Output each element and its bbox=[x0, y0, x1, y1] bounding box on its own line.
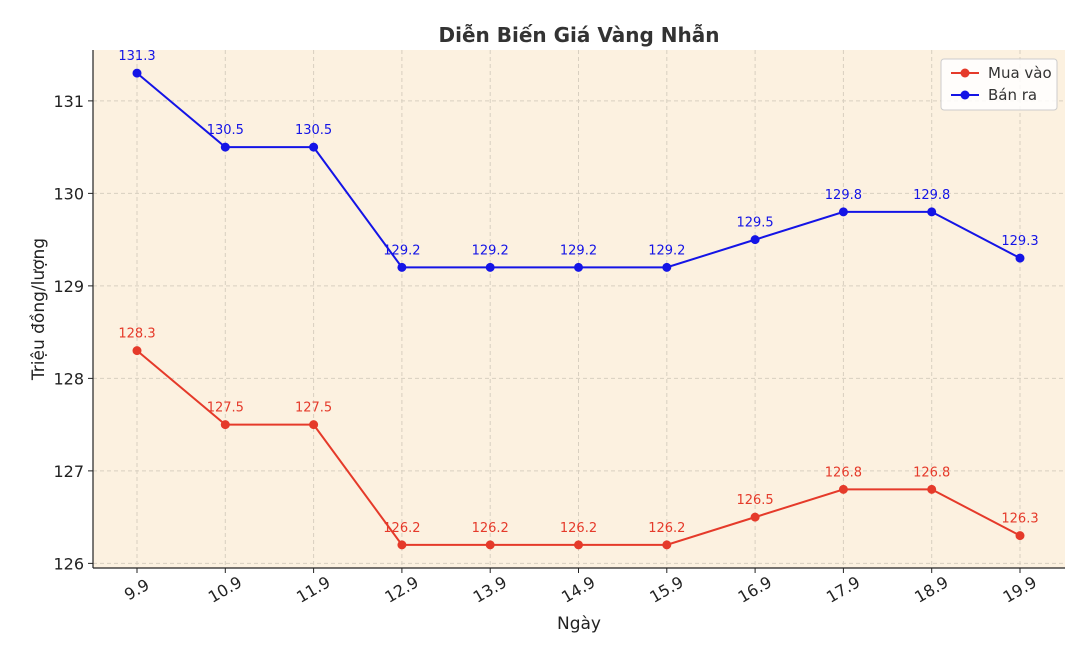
series-layer bbox=[132, 68, 1025, 550]
series-2-point bbox=[309, 142, 319, 152]
series-1-point bbox=[485, 540, 495, 550]
x-tick-label: 12.9 bbox=[381, 572, 421, 606]
series-2-point bbox=[927, 207, 937, 217]
axes: 9.9 10.9 11.9 12.9 13.9 14.9 15.9 16.9 17.9 18.9 1… bbox=[53, 50, 1065, 607]
series-2-point bbox=[574, 262, 583, 272]
series-2-data-label: 129.5 bbox=[736, 216, 773, 231]
series-2-point bbox=[1015, 253, 1025, 263]
series-1-point bbox=[838, 484, 848, 494]
series-2-point bbox=[397, 262, 407, 272]
x-tick-label: 17.9 bbox=[823, 572, 863, 606]
chart-title: Diễn Biến Giá Vàng Nhẫn bbox=[439, 23, 720, 47]
series-1-data-label: 126.2 bbox=[383, 521, 420, 536]
x-tick-label: 19.9 bbox=[1000, 572, 1040, 606]
series-1-point bbox=[309, 420, 319, 430]
series-2-point bbox=[485, 262, 495, 272]
series-1-point bbox=[750, 512, 760, 522]
x-tick-label: 15.9 bbox=[646, 572, 686, 606]
series-2-data-label: 129.3 bbox=[1001, 234, 1038, 249]
y-tick-label: 128 bbox=[53, 369, 84, 388]
series-2-point bbox=[662, 262, 672, 272]
x-tick-label: 13.9 bbox=[470, 572, 510, 606]
series-1-data-label: 126.8 bbox=[825, 465, 862, 480]
series-1-point bbox=[397, 540, 407, 550]
legend-1-marker bbox=[960, 68, 970, 78]
series-1-data-label: 126.2 bbox=[472, 521, 509, 536]
data-labels: 128.3 127.5 127.5 126.2 126.2 126.2 126.2 126.5… bbox=[118, 49, 1038, 536]
x-tick-label: 10.9 bbox=[205, 572, 245, 606]
y-tick-label: 130 bbox=[53, 184, 84, 203]
series-1-data-label: 126.8 bbox=[913, 465, 950, 480]
series-2-point bbox=[220, 142, 230, 152]
series-2-data-label: 129.2 bbox=[560, 243, 597, 258]
legend-2-marker bbox=[960, 90, 970, 100]
legend-2-label: Bán ra bbox=[988, 86, 1037, 104]
series-1-data-label: 126.2 bbox=[560, 521, 597, 536]
series-2-point bbox=[750, 235, 760, 245]
y-tick-label: 126 bbox=[53, 554, 84, 573]
series-1-point bbox=[220, 420, 230, 430]
series-1-data-label: 127.5 bbox=[207, 401, 244, 416]
legend-box bbox=[940, 58, 1058, 111]
y-tick-label: 129 bbox=[53, 277, 84, 296]
series-1-data-label: 126.5 bbox=[736, 493, 773, 508]
x-axis-label: Ngày bbox=[557, 614, 601, 634]
series-1-point bbox=[1015, 531, 1025, 541]
series-2-data-label: 129.2 bbox=[383, 243, 420, 258]
series-2-data-label: 129.8 bbox=[825, 188, 862, 203]
series-1-point bbox=[132, 346, 142, 356]
series-2-data-label: 130.5 bbox=[207, 123, 244, 138]
series-2-point bbox=[132, 68, 142, 78]
series-2-data-label: 129.2 bbox=[648, 243, 685, 258]
x-tick-label: 9.9 bbox=[121, 575, 153, 604]
x-tick-label: 18.9 bbox=[911, 572, 951, 606]
series-2-data-label: 131.3 bbox=[118, 49, 155, 64]
series-1-point bbox=[662, 540, 672, 550]
series-1-point bbox=[574, 540, 583, 550]
x-tick-label: 16.9 bbox=[735, 572, 775, 606]
series-1-data-label: 128.3 bbox=[118, 327, 155, 342]
x-tick-label: 11.9 bbox=[293, 572, 333, 606]
series-2-data-label: 130.5 bbox=[295, 123, 332, 138]
y-tick-label: 127 bbox=[53, 462, 84, 481]
grid-lines bbox=[93, 50, 1065, 568]
series-2-point bbox=[838, 207, 848, 217]
series-1-point bbox=[927, 484, 937, 494]
y-axis-label: Triệu đồng/lượng bbox=[28, 238, 49, 381]
series-2-data-label: 129.8 bbox=[913, 188, 950, 203]
series-2-data-label: 129.2 bbox=[472, 243, 509, 258]
x-tick-label: 14.9 bbox=[558, 572, 598, 606]
series-1-data-label: 126.3 bbox=[1001, 512, 1038, 527]
legend-1-label: Mua vào bbox=[988, 64, 1052, 82]
series-1-data-label: 126.2 bbox=[648, 521, 685, 536]
legend: Mua vào Bán ra bbox=[940, 58, 1058, 111]
series-1-data-label: 127.5 bbox=[295, 401, 332, 416]
y-tick-label: 131 bbox=[53, 92, 84, 111]
